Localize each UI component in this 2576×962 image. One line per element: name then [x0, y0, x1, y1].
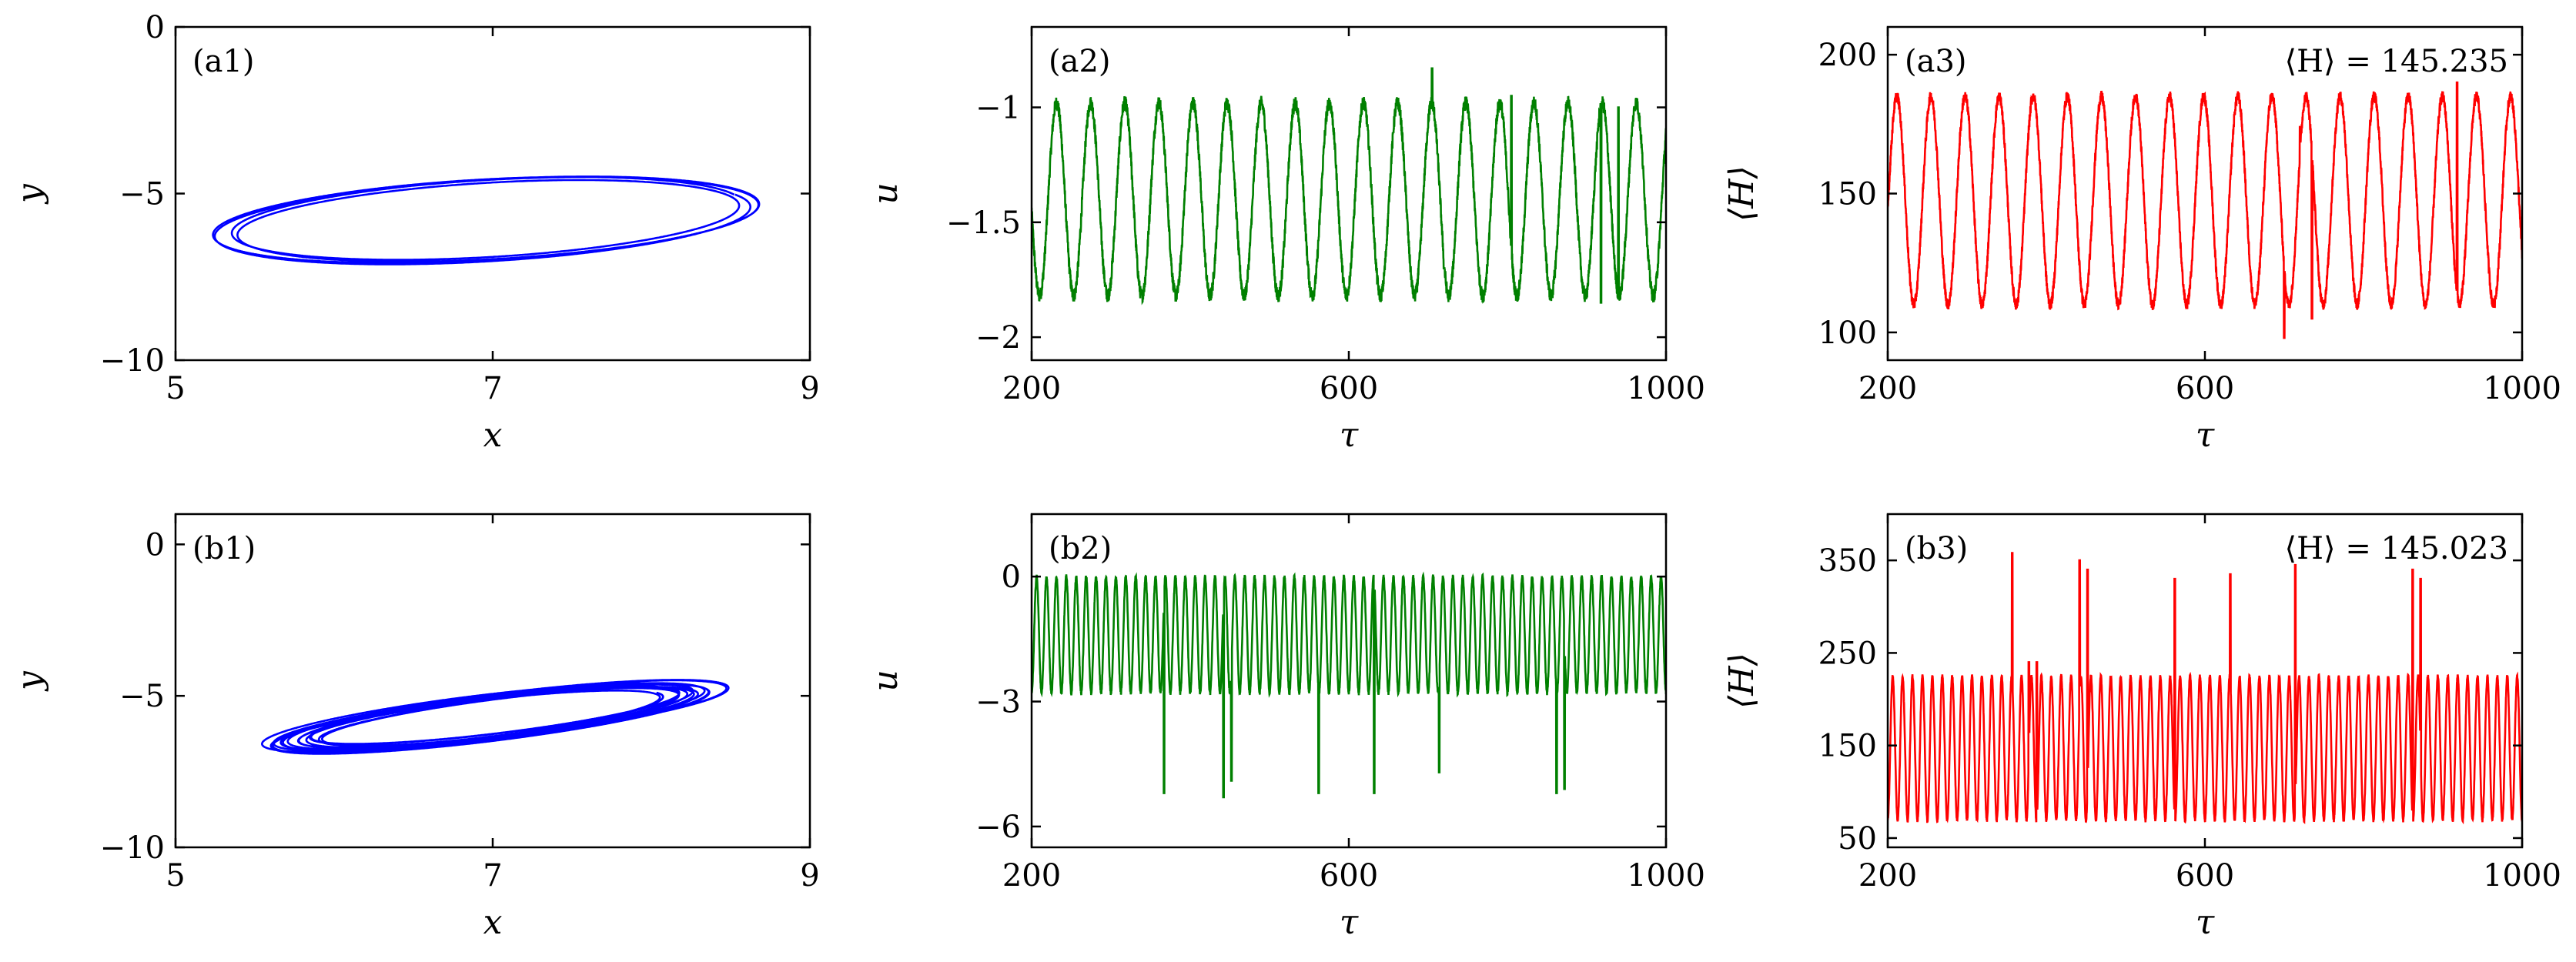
x-tick-label-b1-0: 5 [166, 858, 185, 894]
panel-b3: 200 600 1000 50 150 250 350 τ ⟨H⟩ (b3) ⟨H⟩ = 145.0… [1722, 513, 2561, 942]
plot-frame-b1 [174, 513, 811, 849]
y-tick-label-b1-0: −10 [100, 830, 165, 866]
y-tick-label-b3-1: 150 [1818, 729, 1877, 764]
x-tick-label-a3-1: 600 [2176, 371, 2234, 406]
panel-label-b3: (b3) [1905, 531, 1968, 566]
panel-b2: 200 600 1000 −6 −3 0 τ u (b2) [866, 513, 1705, 942]
y-tick-label-b2-0: −6 [975, 810, 1021, 845]
panel-label-b1: (b1) [192, 531, 256, 566]
y-tick-label-a3-1: 150 [1818, 177, 1877, 212]
x-tick-label-a1-1: 7 [483, 371, 502, 406]
y-tick-label-a1-0: −10 [100, 343, 165, 379]
x-tick-label-a1-2: 9 [800, 371, 819, 406]
y-tick-label-b2-1: −3 [975, 685, 1021, 720]
y-tick-label-a3-2: 200 [1818, 38, 1877, 73]
x-tick-label-b3-0: 200 [1858, 858, 1917, 894]
x-tick-label-a3-2: 1000 [2483, 371, 2561, 406]
x-tick-label-b2-0: 200 [1002, 858, 1061, 894]
plot-frame-a1 [174, 25, 811, 362]
series-line-b2 [1032, 571, 1666, 799]
series-line-a3 [1888, 81, 2522, 339]
x-tick-label-b2-1: 600 [1320, 858, 1378, 894]
y-axis-label-b3: ⟨H⟩ [1722, 653, 1761, 709]
x-tick-label-a2-0: 200 [1002, 371, 1061, 406]
y-tick-label-b2-2: 0 [1002, 559, 1021, 595]
x-axis-label-b3: τ [2196, 903, 2215, 942]
y-tick-label-a2-2: −1 [975, 91, 1021, 126]
y-tick-label-a1-2: 0 [146, 10, 165, 45]
x-axis-label-b1: x [483, 903, 503, 942]
y-tick-label-b1-2: 0 [146, 527, 165, 563]
mean-annotation-a3: ⟨H⟩ = 145.235 [2285, 44, 2508, 79]
y-tick-label-b3-0: 50 [1838, 821, 1877, 857]
plot-frame-a2 [1030, 25, 1668, 362]
x-tick-label-b3-2: 1000 [2483, 858, 2561, 894]
x-tick-label-a1-0: 5 [166, 371, 185, 406]
panel-label-b2: (b2) [1049, 531, 1112, 566]
panel-a3: 200 600 1000 100 150 200 τ ⟨H⟩ (a3) ⟨H⟩ = 145.235 [1722, 25, 2561, 455]
x-tick-label-a2-2: 1000 [1627, 371, 1705, 406]
series-line-a1 [212, 175, 761, 266]
panel-label-a1: (a1) [192, 44, 255, 79]
series-line-b3 [1888, 552, 2522, 825]
x-axis-label-b2: τ [1340, 903, 1359, 942]
y-axis-label-a3: ⟨H⟩ [1722, 165, 1761, 222]
x-axis-label-a1: x [483, 416, 503, 455]
panel-b1: 5 7 9 −10 −5 0 x y (b1) [10, 513, 820, 942]
panel-a1: 5 7 9 −10 −5 0 x y (a1) [10, 10, 820, 455]
x-tick-label-a3-0: 200 [1858, 371, 1917, 406]
x-tick-label-b2-2: 1000 [1627, 858, 1705, 894]
x-axis-label-a2: τ [1340, 416, 1359, 455]
x-tick-label-a2-1: 600 [1320, 371, 1378, 406]
x-tick-label-b1-2: 9 [800, 858, 819, 894]
x-tick-label-b3-1: 600 [2176, 858, 2234, 894]
series-line-b1 [260, 679, 730, 755]
y-axis-label-b2: u [866, 670, 905, 691]
y-tick-label-b3-2: 250 [1818, 636, 1877, 671]
y-tick-label-a1-1: −5 [119, 177, 165, 212]
y-axis-label-b1: y [10, 670, 49, 692]
y-tick-label-a3-0: 100 [1818, 316, 1877, 351]
series-line-a2 [1032, 67, 1666, 306]
panel-label-a3: (a3) [1905, 44, 1967, 79]
y-tick-label-b1-1: −5 [119, 679, 165, 714]
y-tick-label-a2-0: −2 [975, 320, 1021, 356]
y-axis-label-a2: u [866, 182, 905, 204]
x-axis-label-a3: τ [2196, 416, 2215, 455]
panel-label-a2: (a2) [1049, 44, 1111, 79]
mean-annotation-b3: ⟨H⟩ = 145.023 [2285, 531, 2508, 566]
y-tick-label-a2-1: −1.5 [946, 205, 1021, 241]
y-axis-label-a1: y [10, 183, 49, 205]
x-tick-label-b1-1: 7 [483, 858, 502, 894]
panel-a2: 200 600 1000 −2 −1.5 −1 τ u (a2) [866, 25, 1705, 455]
y-tick-label-b3-3: 350 [1818, 543, 1877, 579]
